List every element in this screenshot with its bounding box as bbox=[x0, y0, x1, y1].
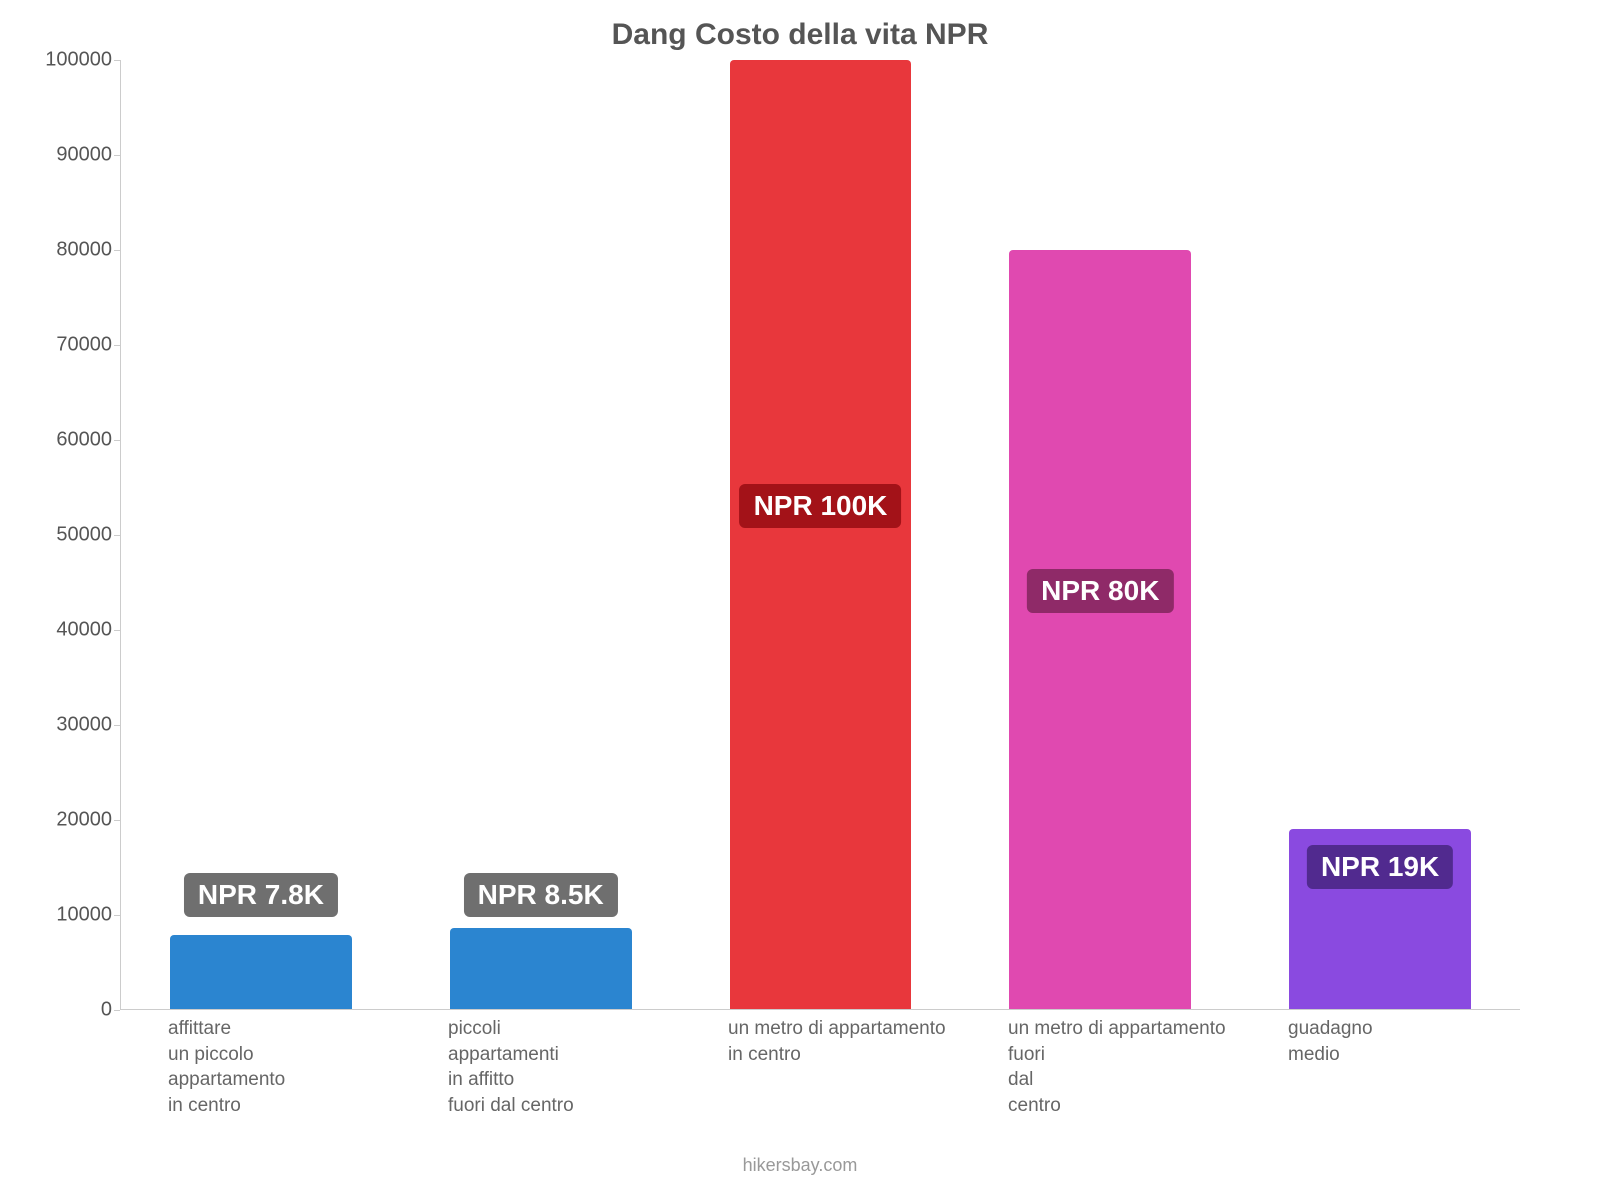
y-tick-label: 40000 bbox=[12, 619, 112, 642]
bar-slot: NPR 100K bbox=[681, 60, 961, 1009]
y-tick-label: 60000 bbox=[12, 429, 112, 452]
y-tick-label: 70000 bbox=[12, 334, 112, 357]
chart-title: Dang Costo della vita NPR bbox=[0, 18, 1600, 52]
bar-value-badge: NPR 7.8K bbox=[184, 873, 338, 917]
x-label-slot: guadagno medio bbox=[1240, 1016, 1520, 1119]
bar-value-badge: NPR 8.5K bbox=[464, 873, 618, 917]
y-tick-label: 0 bbox=[12, 999, 112, 1022]
bar bbox=[450, 928, 632, 1009]
bar bbox=[170, 935, 352, 1009]
x-axis-label: piccoli appartamenti in affitto fuori da… bbox=[448, 1016, 574, 1119]
x-axis-label: guadagno medio bbox=[1288, 1016, 1373, 1119]
y-tick-line bbox=[114, 440, 120, 441]
bar-slot: NPR 7.8K bbox=[121, 60, 401, 1009]
bar-value-badge: NPR 80K bbox=[1027, 569, 1173, 613]
x-label-slot: piccoli appartamenti in affitto fuori da… bbox=[400, 1016, 680, 1119]
bar-slot: NPR 80K bbox=[960, 60, 1240, 1009]
bar-value-badge: NPR 19K bbox=[1307, 845, 1453, 889]
y-tick-line bbox=[114, 345, 120, 346]
y-tick-line bbox=[114, 725, 120, 726]
x-label-slot: un metro di appartamento fuori dal centr… bbox=[960, 1016, 1240, 1119]
y-tick-line bbox=[114, 630, 120, 631]
x-axis-labels: affittare un piccolo appartamento in cen… bbox=[120, 1016, 1520, 1119]
x-label-slot: un metro di appartamento in centro bbox=[680, 1016, 960, 1119]
x-axis-label: affittare un piccolo appartamento in cen… bbox=[168, 1016, 285, 1119]
chart-container: Dang Costo della vita NPR NPR 7.8K NPR 8.… bbox=[0, 0, 1600, 1200]
plot-area: NPR 7.8K NPR 8.5K NPR 100K NPR 80K NPR 19K bbox=[120, 60, 1520, 1010]
y-tick-label: 30000 bbox=[12, 714, 112, 737]
chart-footer: hikersbay.com bbox=[0, 1155, 1600, 1176]
y-tick-line bbox=[114, 250, 120, 251]
x-axis-label: un metro di appartamento fuori dal centr… bbox=[1008, 1016, 1226, 1119]
y-tick-label: 20000 bbox=[12, 809, 112, 832]
y-tick-line bbox=[114, 915, 120, 916]
y-tick-line bbox=[114, 535, 120, 536]
y-tick-line bbox=[114, 820, 120, 821]
y-tick-label: 90000 bbox=[12, 144, 112, 167]
bar-slot: NPR 19K bbox=[1240, 60, 1520, 1009]
y-tick-label: 10000 bbox=[12, 904, 112, 927]
y-tick-line bbox=[114, 60, 120, 61]
bar bbox=[1009, 250, 1191, 1009]
y-tick-line bbox=[114, 1010, 120, 1011]
y-tick-label: 50000 bbox=[12, 524, 112, 547]
bars-group: NPR 7.8K NPR 8.5K NPR 100K NPR 80K NPR 19K bbox=[121, 60, 1520, 1009]
y-tick-line bbox=[114, 155, 120, 156]
bar bbox=[730, 60, 912, 1009]
x-axis-label: un metro di appartamento in centro bbox=[728, 1016, 946, 1119]
bar-slot: NPR 8.5K bbox=[401, 60, 681, 1009]
y-tick-label: 80000 bbox=[12, 239, 112, 262]
y-tick-label: 100000 bbox=[12, 49, 112, 72]
bar-value-badge: NPR 100K bbox=[740, 484, 902, 528]
x-label-slot: affittare un piccolo appartamento in cen… bbox=[120, 1016, 400, 1119]
